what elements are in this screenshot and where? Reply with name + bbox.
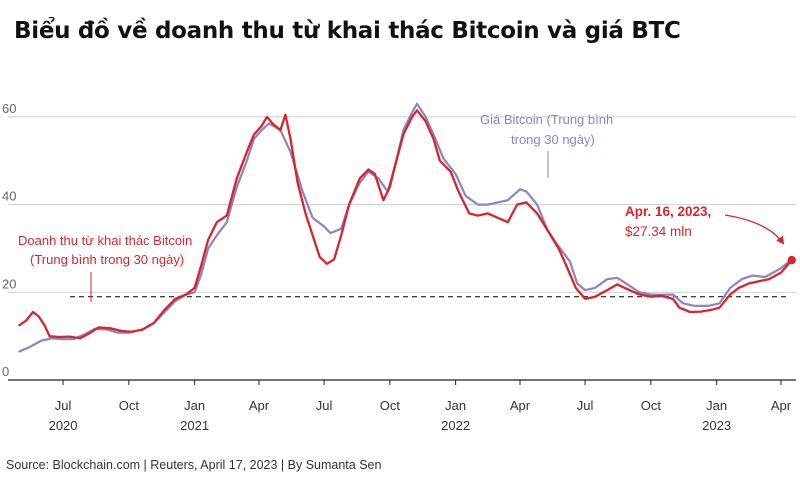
x-tick-label: Oct: [380, 398, 401, 413]
x-tick-year: 2020: [49, 418, 78, 433]
latest-date-annotation: Apr. 16, 2023,: [625, 204, 711, 219]
x-tick-label: Jan: [445, 398, 466, 413]
latest-value-dot: [787, 255, 796, 265]
page-title: Biểu đồ về doanh thu từ khai thác Bitcoi…: [14, 18, 681, 44]
y-tick-label: 20: [2, 276, 16, 291]
line-chart: 0 20 40 60 Jul 2020 Oct Jan 2021 Apr Jul Oct Jan 202…: [2, 101, 796, 433]
mining-revenue-line: [18, 109, 793, 340]
series-group: [18, 102, 796, 353]
x-tick-label: Jan: [184, 398, 205, 413]
x-axis: Jul 2020 Oct Jan 2021 Apr Jul Oct Jan 2022 Apr Jul O…: [8, 379, 796, 433]
x-tick-year: 2021: [180, 418, 209, 433]
y-tick-label: 60: [2, 101, 16, 116]
y-tick-label: 0: [2, 364, 9, 379]
latest-value-annotation: $27.34 mln: [625, 224, 692, 239]
x-tick-label: Jan: [706, 398, 727, 413]
annotations: Doanh thu từ khai thác Bitcoin (Trung bì…: [18, 112, 785, 302]
x-tick-label: Apr: [771, 398, 792, 413]
x-tick-year: 2023: [702, 418, 731, 433]
x-tick-label: Apr: [249, 398, 270, 413]
x-tick-year: 2022: [441, 418, 470, 433]
x-tick-label: Jul: [316, 398, 333, 413]
x-tick-label: Oct: [119, 398, 140, 413]
x-tick-label: Jul: [55, 398, 72, 413]
x-tick-label: Apr: [510, 398, 531, 413]
latest-value-arrow: [724, 214, 785, 245]
y-tick-label: 40: [2, 189, 16, 204]
x-tick-label: Jul: [577, 398, 594, 413]
btc-price-annotation-line2: trong 30 ngày): [511, 132, 595, 147]
mining-revenue-annotation-line2: (Trung bình trong 30 ngày): [30, 252, 184, 267]
source-note: Source: Blockchain.com | Reuters, April …: [6, 458, 382, 472]
btc-price-annotation-line1: Giá Bitcoin (Trung bình: [480, 112, 613, 127]
x-tick-label: Oct: [641, 398, 662, 413]
mining-revenue-annotation-line1: Doanh thu từ khai thác Bitcoin: [18, 233, 192, 248]
